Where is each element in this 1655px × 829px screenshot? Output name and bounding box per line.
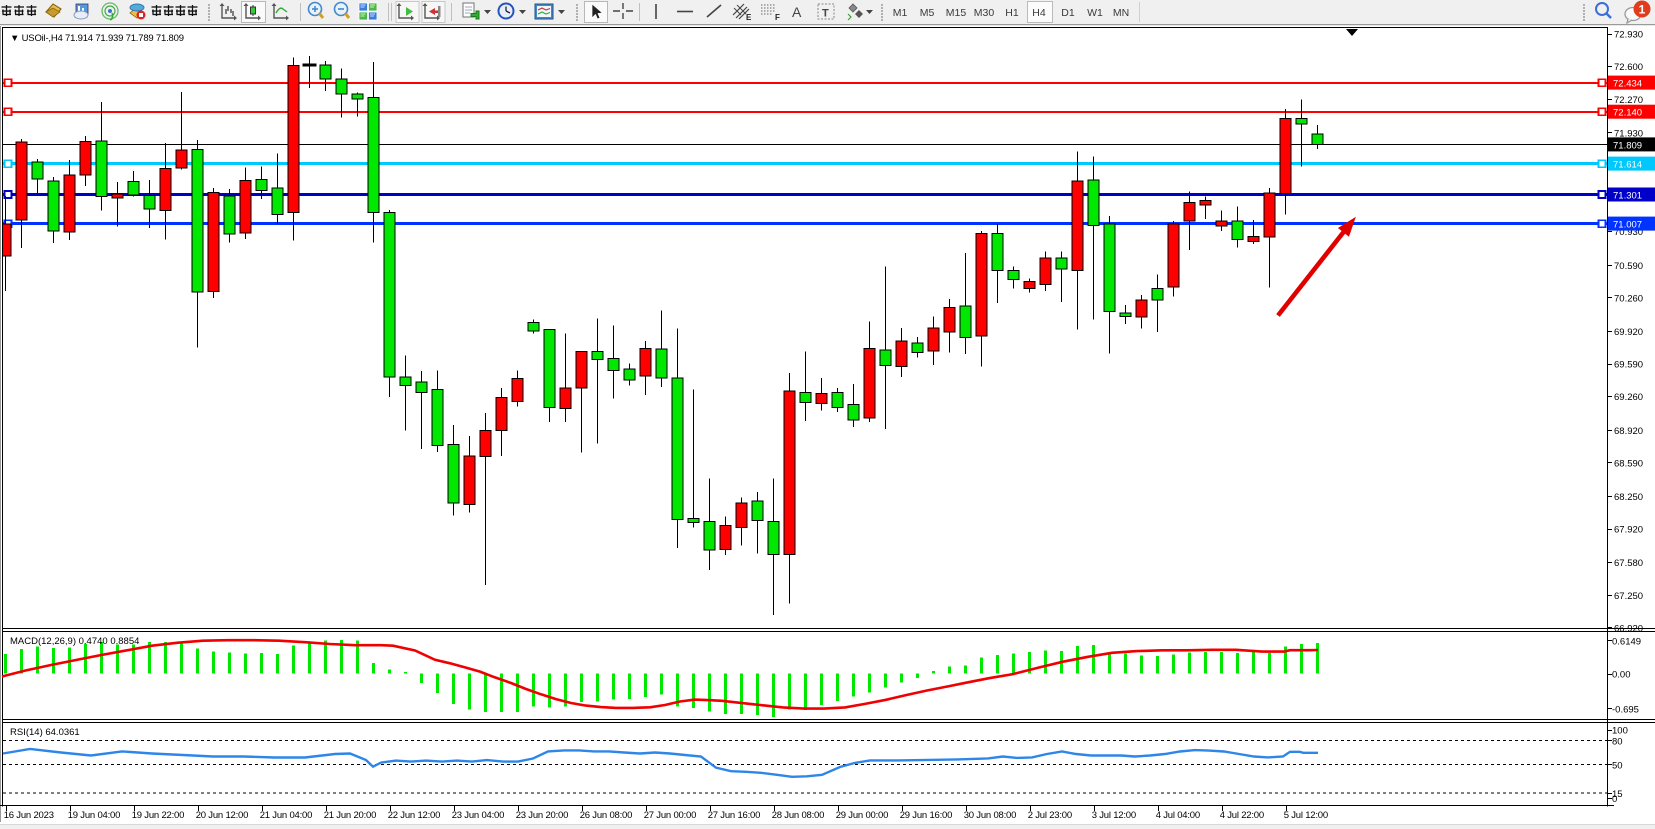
svg-text:100: 100	[1612, 726, 1628, 737]
svg-text:RSI(14) 64.0361: RSI(14) 64.0361	[10, 727, 80, 738]
svg-text:2 Jul 23:00: 2 Jul 23:00	[1028, 810, 1072, 821]
svg-text:F: F	[775, 13, 780, 22]
svg-text:69.920: 69.920	[1614, 327, 1643, 338]
svg-text:28 Jun 08:00: 28 Jun 08:00	[772, 810, 825, 821]
svg-text:67.580: 67.580	[1614, 558, 1643, 569]
svg-text:70.260: 70.260	[1614, 293, 1643, 304]
svg-text:A: A	[792, 4, 802, 20]
svg-text:27 Jun 16:00: 27 Jun 16:00	[708, 810, 761, 821]
svg-text:27 Jun 00:00: 27 Jun 00:00	[644, 810, 697, 821]
svg-text:30 Jun 08:00: 30 Jun 08:00	[964, 810, 1017, 821]
svg-text:22 Jun 12:00: 22 Jun 12:00	[388, 810, 441, 821]
svg-text:MN: MN	[1113, 7, 1129, 19]
svg-text:72.434: 72.434	[1613, 79, 1642, 90]
svg-text:71.614: 71.614	[1613, 160, 1642, 171]
svg-text:21 Jun 04:00: 21 Jun 04:00	[260, 810, 313, 821]
svg-text:H1: H1	[1005, 7, 1019, 19]
svg-text:50: 50	[1612, 760, 1623, 771]
svg-text:E: E	[746, 13, 752, 22]
svg-text:0: 0	[1612, 794, 1617, 805]
svg-text:71.809: 71.809	[1613, 140, 1642, 151]
svg-text:72.140: 72.140	[1613, 108, 1642, 119]
svg-text:72.600: 72.600	[1614, 62, 1643, 73]
svg-text:0.00: 0.00	[1612, 670, 1631, 681]
svg-text:29 Jun 16:00: 29 Jun 16:00	[900, 810, 953, 821]
svg-text:▼ USOil-,H4 71.914 71.939 71: ▼ USOil-,H4 71.914 71.939 71.789 71.809	[10, 33, 184, 44]
svg-text:MACD(12,26,9) 0.4740 0.8854: MACD(12,26,9) 0.4740 0.8854	[10, 636, 139, 647]
svg-text:19 Jun 22:00: 19 Jun 22:00	[132, 810, 185, 821]
svg-text:67.250: 67.250	[1614, 591, 1643, 602]
svg-text:71.007: 71.007	[1613, 220, 1642, 231]
svg-text:23 Jun 20:00: 23 Jun 20:00	[516, 810, 569, 821]
svg-text:20 Jun 12:00: 20 Jun 12:00	[196, 810, 249, 821]
svg-text:72.930: 72.930	[1614, 30, 1643, 41]
svg-text:68.250: 68.250	[1614, 492, 1643, 503]
svg-text:5 Jul 12:00: 5 Jul 12:00	[1284, 810, 1328, 821]
svg-text:1: 1	[1639, 3, 1646, 17]
svg-text:72.270: 72.270	[1614, 95, 1643, 106]
svg-text:68.920: 68.920	[1614, 426, 1643, 437]
svg-text:W1: W1	[1087, 7, 1103, 19]
svg-text:71.930: 71.930	[1614, 128, 1643, 139]
svg-text:16 Jun 2023: 16 Jun 2023	[4, 810, 54, 821]
svg-text:21 Jun 20:00: 21 Jun 20:00	[324, 810, 377, 821]
svg-text:D1: D1	[1061, 7, 1075, 19]
svg-text:0.6149: 0.6149	[1612, 637, 1641, 648]
svg-text:M5: M5	[920, 7, 935, 19]
svg-text:69.590: 69.590	[1614, 360, 1643, 371]
svg-text:M15: M15	[946, 7, 967, 19]
svg-text:-0.695: -0.695	[1612, 705, 1639, 716]
svg-text:80: 80	[1612, 736, 1623, 747]
svg-text:M1: M1	[893, 7, 908, 19]
svg-text:71.301: 71.301	[1613, 191, 1642, 202]
svg-text:4 Jul 22:00: 4 Jul 22:00	[1220, 810, 1264, 821]
svg-text:15: 15	[1612, 789, 1623, 800]
svg-text:19 Jun 04:00: 19 Jun 04:00	[68, 810, 121, 821]
svg-text:T: T	[822, 8, 829, 20]
svg-text:H4: H4	[1032, 7, 1046, 19]
svg-text:4 Jul 04:00: 4 Jul 04:00	[1156, 810, 1200, 821]
svg-text:66.920: 66.920	[1614, 623, 1643, 634]
svg-text:67.920: 67.920	[1614, 525, 1643, 536]
svg-text:26 Jun 08:00: 26 Jun 08:00	[580, 810, 633, 821]
svg-text:3 Jul 12:00: 3 Jul 12:00	[1092, 810, 1136, 821]
svg-text:68.590: 68.590	[1614, 458, 1643, 469]
svg-text:70.930: 70.930	[1614, 227, 1643, 238]
svg-text:29 Jun 00:00: 29 Jun 00:00	[836, 810, 889, 821]
svg-text:M30: M30	[974, 7, 995, 19]
svg-text:23 Jun 04:00: 23 Jun 04:00	[452, 810, 505, 821]
svg-text:69.260: 69.260	[1614, 392, 1643, 403]
svg-text:70.590: 70.590	[1614, 261, 1643, 272]
